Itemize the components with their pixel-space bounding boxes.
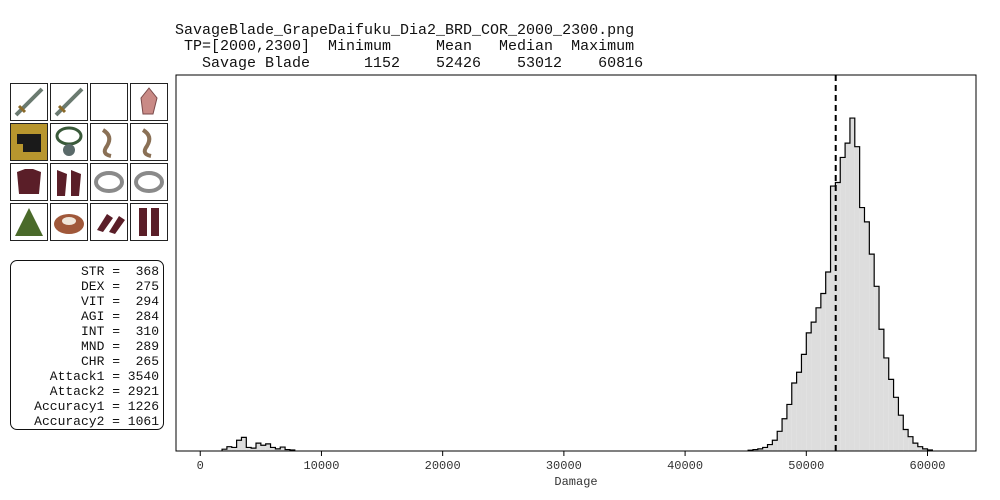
belt-icon — [50, 203, 88, 241]
histogram-bin — [280, 447, 286, 451]
histogram-bin — [226, 446, 232, 451]
histogram-bin — [888, 379, 894, 451]
histogram-bin — [762, 447, 768, 451]
histogram-bin — [772, 440, 778, 451]
histogram-bin — [777, 431, 783, 451]
stat-line: CHR = 265 — [80, 354, 159, 369]
x-tick-label: 60000 — [910, 459, 946, 473]
x-axis-label: Damage — [554, 475, 597, 489]
histogram-bin — [796, 372, 802, 451]
histogram-bin — [864, 221, 870, 451]
histogram-bin — [835, 182, 841, 451]
histogram-bin — [854, 146, 860, 451]
histogram-bin — [801, 354, 807, 451]
stat-line: Accuracy2 = 1061 — [34, 414, 159, 429]
histogram-bin — [830, 186, 836, 451]
histogram-bin — [251, 448, 256, 451]
histogram-bin — [260, 445, 266, 451]
histogram-bin — [275, 448, 281, 451]
histogram-bin — [845, 143, 850, 451]
sword-icon — [50, 83, 88, 121]
legs-icon — [90, 203, 128, 241]
gear-grid — [10, 83, 170, 243]
histogram-bin — [811, 322, 816, 451]
sword-icon — [10, 83, 48, 121]
histogram-bin — [840, 157, 846, 451]
histogram-bin — [231, 447, 237, 451]
histogram-bin — [893, 397, 899, 451]
histogram-bin — [806, 332, 812, 451]
stat-line: INT = 310 — [80, 324, 159, 339]
feet-icon — [130, 203, 168, 241]
x-tick-label: 10000 — [303, 459, 339, 473]
crystal-icon — [130, 83, 168, 121]
histogram-bin — [849, 118, 855, 451]
stat-line: VIT = 294 — [80, 294, 159, 309]
x-tick-label: 50000 — [788, 459, 824, 473]
earring-icon — [90, 123, 128, 161]
histogram-bin — [825, 272, 831, 451]
histogram-bin — [908, 436, 913, 451]
stat-line: STR = 368 — [80, 264, 159, 279]
earring-icon — [130, 123, 168, 161]
histogram-bin — [912, 443, 918, 451]
gloves-icon — [50, 163, 88, 201]
x-tick-label: 0 — [197, 459, 204, 473]
stats-table-header: TP=[2000,2300] Minimum Mean Median Maxim… — [175, 38, 635, 55]
histogram-bin — [246, 447, 252, 451]
x-tick-label: 40000 — [667, 459, 703, 473]
stats-table-row: Savage Blade 1152 52426 53012 60816 — [175, 55, 644, 72]
x-tick-label: 30000 — [546, 459, 582, 473]
histogram-bin — [903, 429, 909, 451]
stat-line: Attack2 = 2921 — [49, 384, 159, 399]
stat-line: Accuracy1 = 1226 — [34, 399, 159, 414]
histogram-bin — [285, 449, 290, 451]
histogram-bin — [222, 449, 227, 451]
histogram-bin — [767, 444, 773, 451]
ring-icon — [90, 163, 128, 201]
helmet-icon — [10, 123, 48, 161]
stat-line: AGI = 284 — [80, 309, 159, 324]
body-armor-icon — [10, 163, 48, 201]
stat-line: DEX = 275 — [80, 279, 159, 294]
histogram-bin — [791, 382, 797, 451]
necklace-icon — [50, 123, 88, 161]
histogram-bin — [270, 447, 276, 451]
histogram-bin — [816, 307, 821, 451]
histogram-bin — [883, 357, 889, 451]
histogram-bin — [922, 448, 928, 451]
histogram-bin — [256, 443, 261, 451]
histogram-bin — [898, 415, 904, 451]
plot-frame — [175, 74, 977, 452]
histogram-bin — [874, 286, 880, 451]
cape-icon — [10, 203, 48, 241]
histogram-bin — [236, 440, 242, 451]
histogram-bin — [782, 418, 787, 451]
x-tick-label: 20000 — [425, 459, 461, 473]
histogram-bin — [757, 448, 763, 451]
ring-icon — [130, 163, 168, 201]
histogram-outline — [221, 117, 933, 451]
character-stats-box: STR = 368 DEX = 275 VIT = 294 AGI = 284 INT … — [10, 260, 164, 430]
stat-line: Attack1 = 3540 — [49, 369, 159, 384]
stat-line: MND = 289 — [80, 339, 159, 354]
histogram-bin — [859, 207, 865, 451]
chart-title: SavageBlade_GrapeDaifuku_Dia2_BRD_COR_20… — [175, 22, 635, 39]
histogram-bin — [241, 437, 247, 451]
histogram-bin — [869, 254, 875, 451]
histogram-bin — [917, 446, 923, 451]
histogram-bin — [752, 449, 758, 451]
empty-slot — [90, 83, 128, 121]
histogram-bin — [786, 404, 792, 451]
histogram-bin — [879, 329, 884, 451]
histogram-bin — [265, 443, 271, 451]
histogram-bin — [820, 293, 826, 451]
